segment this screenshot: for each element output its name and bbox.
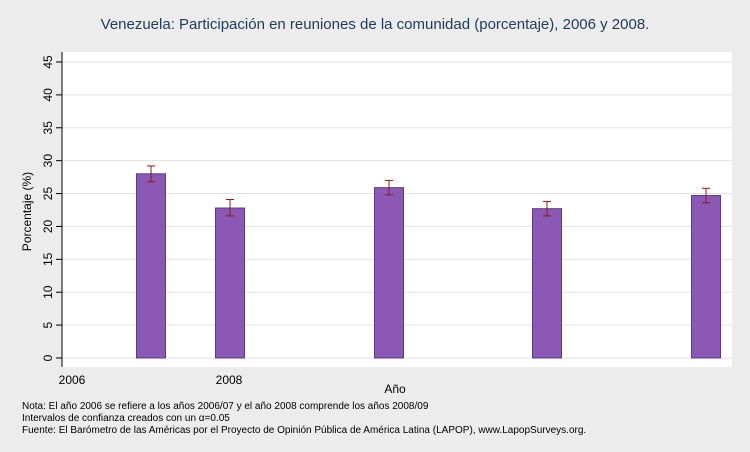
x-axis-label: Año: [384, 382, 406, 396]
note-line-3: Fuente: El Barómetro de las Américas por…: [22, 425, 587, 436]
y-tick-label-6: 30: [41, 154, 55, 168]
bar-3: [532, 208, 562, 359]
x-tick-label-1: 2008: [216, 373, 243, 387]
chart-title: Venezuela: Participación en reuniones de…: [100, 16, 650, 33]
y-axis-label: Porcentaje (%): [20, 172, 34, 251]
y-tick-label-1: 5: [41, 321, 55, 328]
y-tick-label-2: 10: [41, 285, 55, 299]
x-tick-label-0: 2006: [59, 373, 86, 387]
y-tick-label-5: 25: [41, 187, 55, 201]
note-line-1: Nota: El año 2006 se refiere a los años …: [22, 401, 429, 412]
y-tick-label-9: 45: [41, 55, 55, 69]
chart-notes: Nota: El año 2006 se refiere a los años …: [22, 401, 586, 437]
bar-4: [691, 195, 721, 359]
y-tick-label-3: 15: [41, 252, 55, 266]
y-tick-label-4: 20: [41, 219, 55, 233]
bar-2: [374, 187, 404, 359]
y-tick-label-7: 35: [41, 121, 55, 135]
y-tick-label-8: 40: [41, 88, 55, 102]
bar-1: [215, 207, 245, 359]
bar-0: [136, 173, 166, 359]
note-line-2: Intervalos de confianza creados con un α…: [22, 413, 230, 424]
y-tick-label-0: 0: [41, 354, 55, 361]
